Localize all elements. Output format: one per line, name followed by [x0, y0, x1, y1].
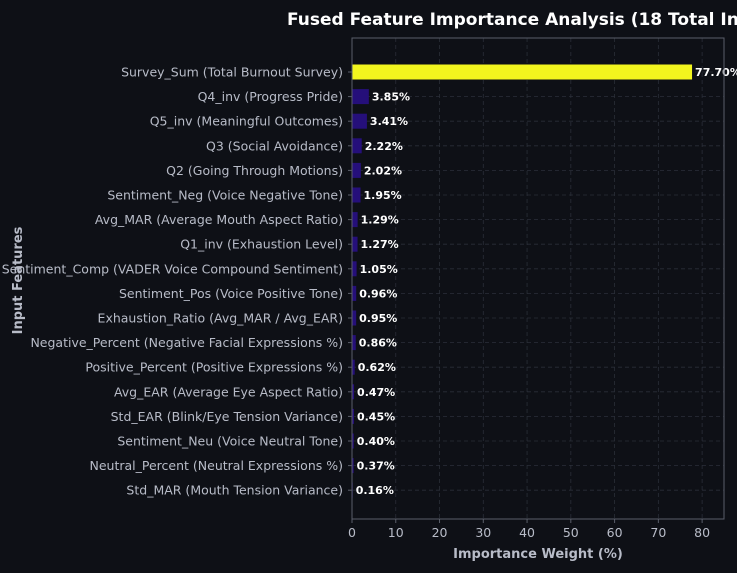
data-label: 0.45%	[357, 410, 395, 423]
bar	[352, 89, 369, 105]
category-label: Avg_MAR (Average Mouth Aspect Ratio)	[95, 212, 343, 227]
x-tick-label: 20	[432, 525, 448, 540]
y-axis-label: Input Features	[11, 226, 26, 334]
category-label: Avg_EAR (Average Eye Aspect Ratio)	[114, 384, 343, 399]
category-label: Std_EAR (Blink/Eye Tension Variance)	[111, 409, 343, 424]
data-label: 0.40%	[357, 435, 395, 448]
bar	[352, 408, 354, 424]
x-tick-label: 50	[563, 525, 579, 540]
x-tick-label: 70	[650, 525, 666, 540]
data-label: 1.95%	[364, 189, 402, 202]
data-label: 1.27%	[361, 238, 399, 251]
x-tick-label: 80	[694, 525, 710, 540]
bar	[352, 212, 358, 228]
category-label: Q4_inv (Progress Pride)	[198, 89, 343, 104]
data-label: 0.62%	[358, 361, 396, 374]
category-label: Std_MAR (Mouth Tension Variance)	[126, 483, 343, 498]
category-label: Survey_Sum (Total Burnout Survey)	[121, 65, 343, 80]
bar	[352, 285, 357, 301]
data-label: 2.22%	[365, 140, 403, 153]
x-tick-label: 10	[388, 525, 404, 540]
category-label: Q2 (Going Through Motions)	[166, 163, 343, 178]
data-label: 0.47%	[357, 386, 395, 399]
category-label: Sentiment_Comp (VADER Voice Compound Sen…	[2, 261, 343, 276]
x-axis-label: Importance Weight (%)	[453, 547, 623, 562]
category-label: Q5_inv (Meaningful Outcomes)	[150, 114, 343, 129]
data-label: 0.16%	[356, 484, 394, 497]
bar	[352, 261, 357, 277]
bar	[352, 64, 693, 80]
category-label: Exhaustion_Ratio (Avg_MAR / Avg_EAR)	[98, 311, 343, 326]
data-label: 0.95%	[359, 312, 397, 325]
bar	[352, 458, 354, 474]
category-label: Neutral_Percent (Neutral Expressions %)	[90, 458, 343, 473]
x-tick-label: 60	[607, 525, 623, 540]
data-label: 77.70%	[695, 66, 737, 79]
bar	[352, 433, 354, 449]
bar	[352, 113, 367, 129]
category-labels: Survey_Sum (Total Burnout Survey) Q4_inv …	[2, 65, 352, 498]
bar	[352, 384, 355, 400]
data-label: 2.02%	[364, 164, 402, 177]
data-labels: 77.70% 3.85% 3.41% 2.22% 2.02% 1.95% 1.29% 1.27…	[356, 66, 737, 497]
bar	[352, 138, 362, 154]
chart-title: Fused Feature Importance Analysis (18 To…	[287, 10, 737, 30]
category-label: Negative_Percent (Negative Facial Expres…	[30, 335, 343, 350]
data-label: 3.41%	[370, 115, 408, 128]
bars	[352, 64, 693, 498]
data-label: 3.85%	[372, 91, 410, 104]
bar	[352, 310, 357, 326]
data-label: 0.37%	[357, 460, 395, 473]
grid-lines	[351, 38, 724, 519]
bar	[352, 335, 356, 351]
data-label: 1.29%	[361, 214, 399, 227]
category-label: Q1_inv (Exhaustion Level)	[180, 237, 343, 252]
bar	[352, 187, 361, 203]
category-label: Sentiment_Neg (Voice Negative Tone)	[107, 188, 343, 203]
x-ticks: 0 10 20 30 40 50 60 70 80	[348, 519, 710, 540]
x-tick-label: 0	[348, 525, 356, 540]
category-label: Q3 (Social Avoidance)	[206, 138, 343, 153]
data-label: 0.96%	[359, 287, 397, 300]
plot-frame	[351, 37, 725, 520]
bar	[352, 162, 361, 178]
category-label: Positive_Percent (Positive Expressions %…	[85, 360, 343, 375]
bar	[352, 359, 355, 375]
category-label: Sentiment_Pos (Voice Positive Tone)	[119, 286, 343, 301]
data-label: 0.86%	[359, 337, 397, 350]
data-label: 1.05%	[360, 263, 398, 276]
bar	[352, 236, 358, 252]
x-tick-label: 40	[519, 525, 535, 540]
category-label: Sentiment_Neu (Voice Neutral Tone)	[117, 434, 343, 449]
x-tick-label: 30	[475, 525, 491, 540]
